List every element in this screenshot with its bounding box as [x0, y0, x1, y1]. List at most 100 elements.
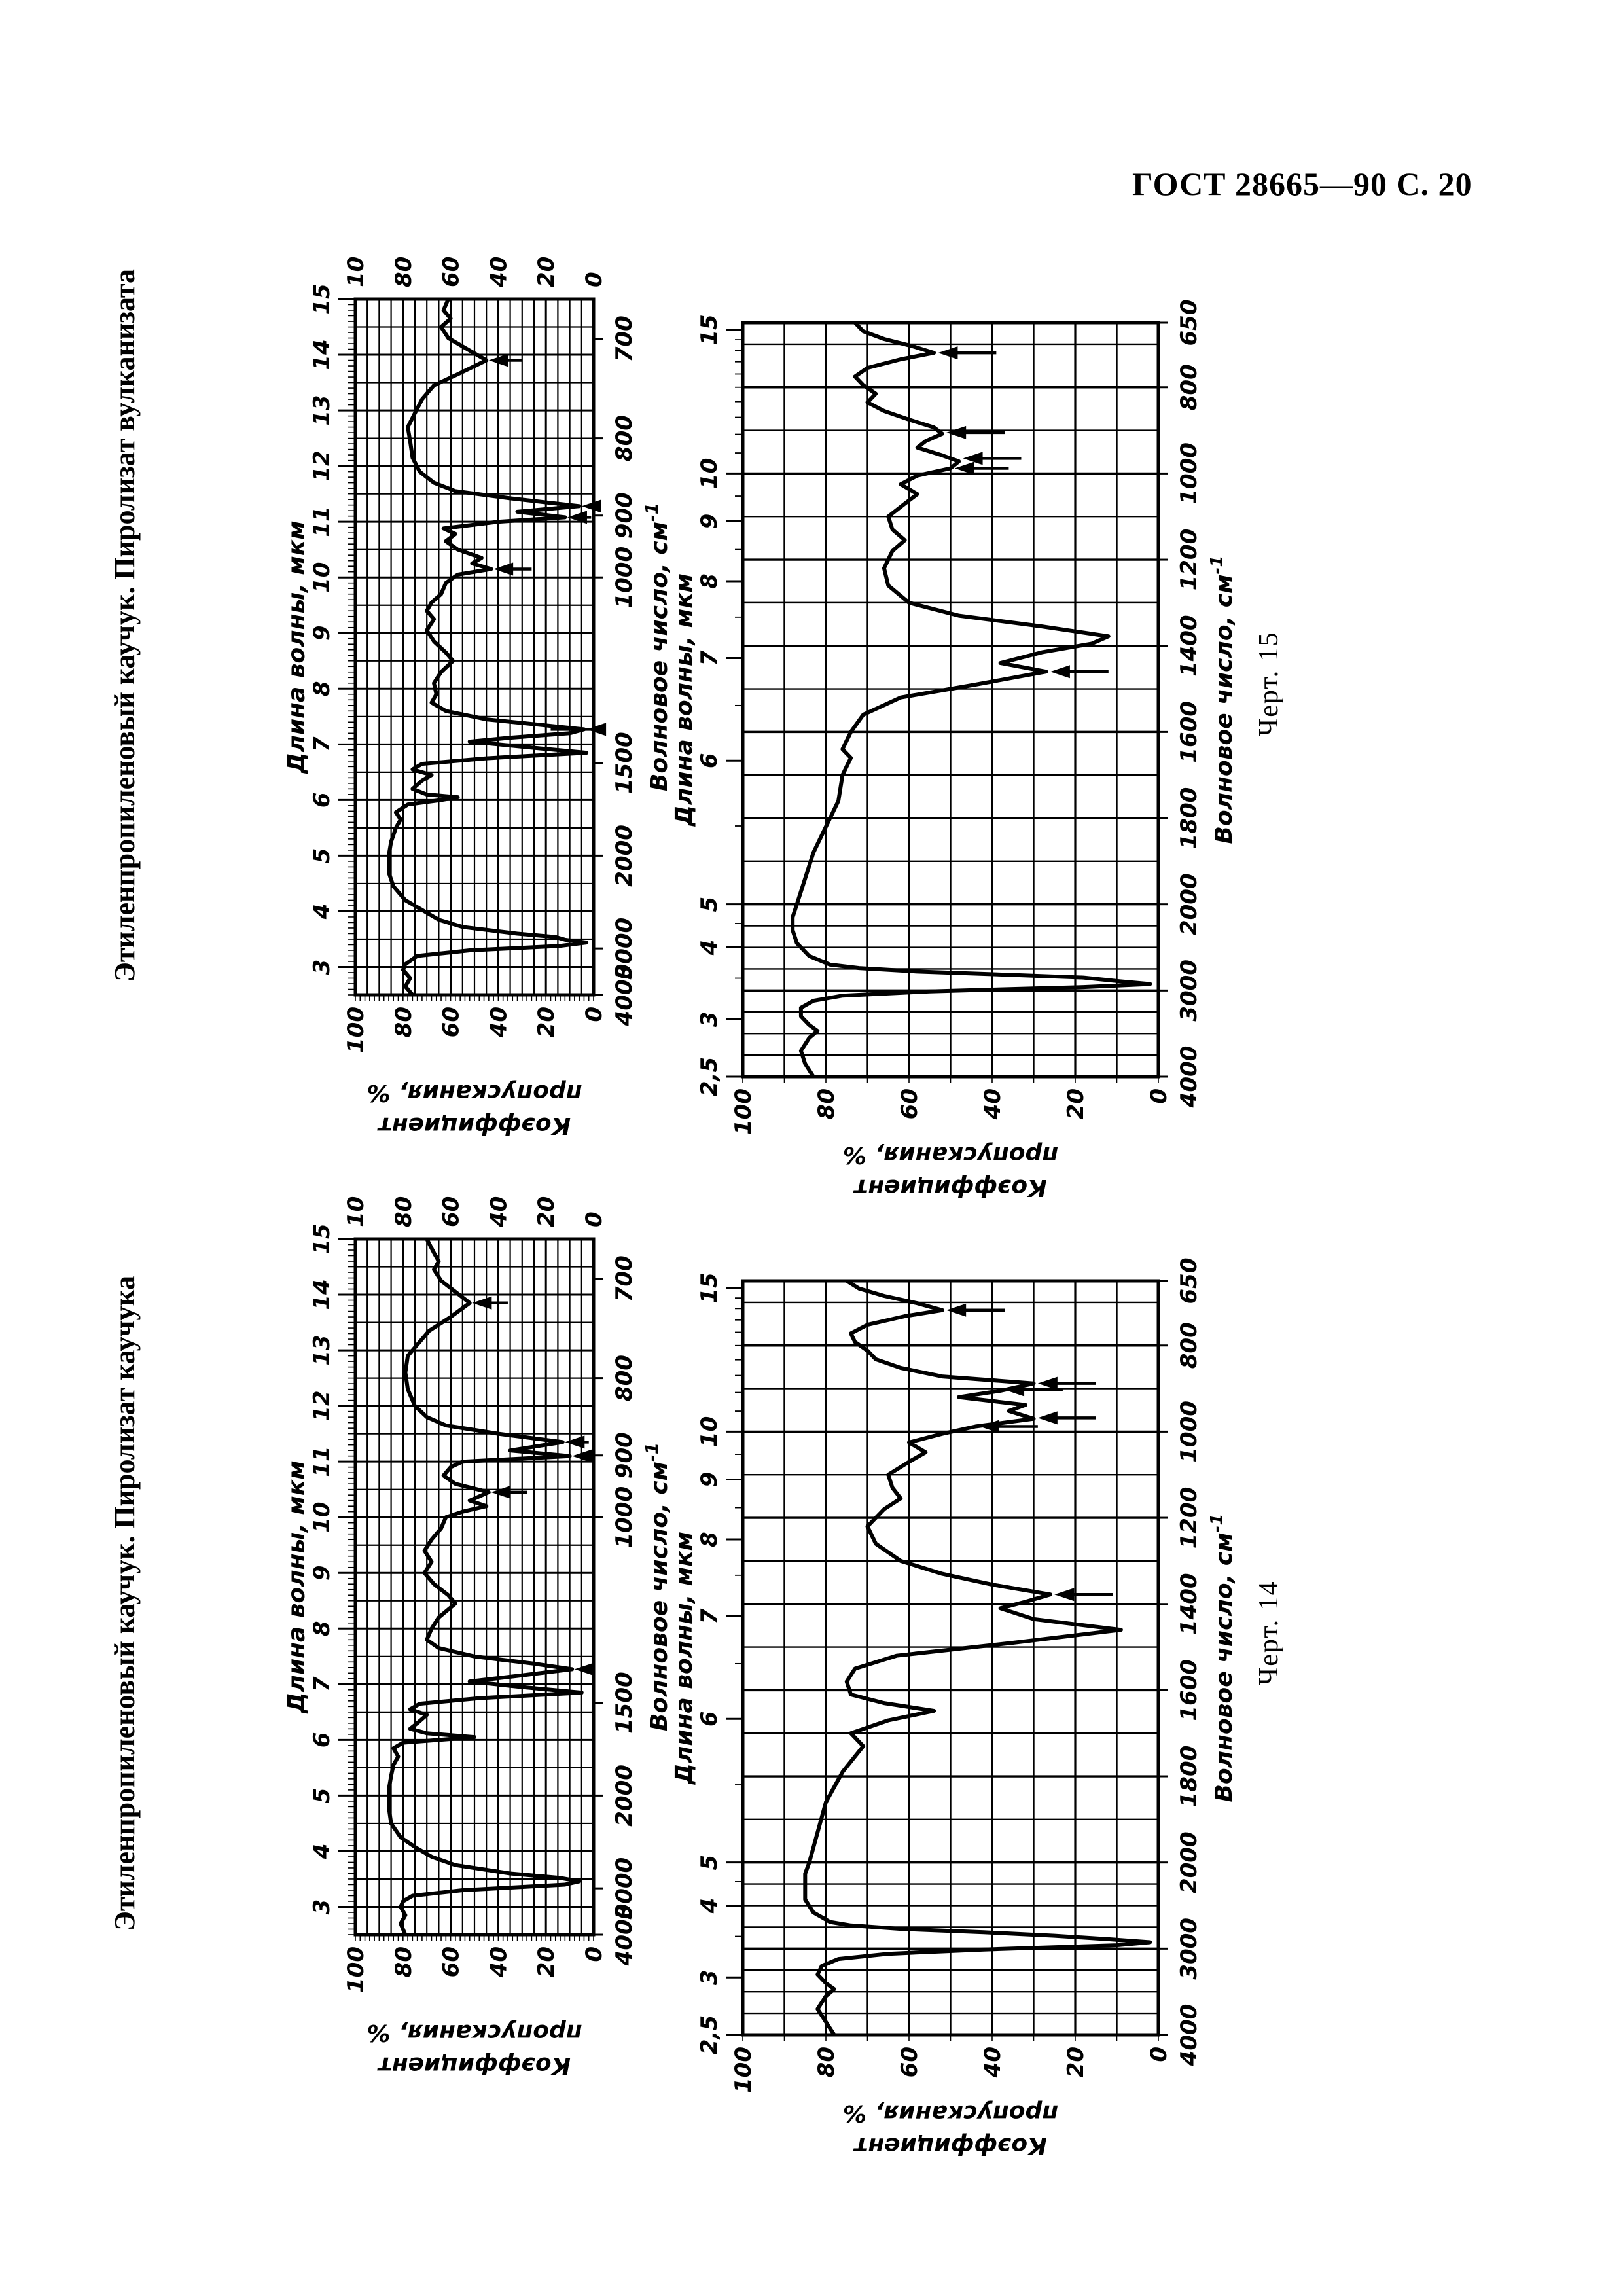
svg-text:4000: 4000	[1176, 1046, 1202, 1109]
chart-fig14-wavelength-canvas: 3 4 5 6 7 8 9 10 11 12 13 14 15 Длина волны, мкм 4000 3…	[280, 1181, 679, 2092]
svg-text:8: 8	[309, 1621, 335, 1636]
svg-text:1000: 1000	[611, 1486, 637, 1549]
svg-text:Длина волны, мкм: Длина волны, мкм	[283, 520, 310, 774]
svg-text:80: 80	[391, 1196, 417, 1227]
svg-text:9: 9	[696, 1472, 722, 1488]
spectrum-svg-1: 2,5 3 4 5 6 7 8 9 10 15 Длина волны, мкм 4000 3000 20…	[671, 300, 1238, 1201]
svg-text:2000: 2000	[1176, 1831, 1202, 1893]
svg-text:5: 5	[696, 897, 722, 912]
svg-text:1000: 1000	[1176, 442, 1202, 505]
svg-text:3000: 3000	[611, 918, 637, 980]
svg-text:20: 20	[1063, 1088, 1089, 1119]
chart-fig14-wavelength-scale: 3 4 5 6 7 8 9 10 11 12 13 14 15 Длина волны, мкм 4000 3…	[280, 1181, 679, 2092]
svg-text:1800: 1800	[1176, 787, 1202, 850]
svg-text:40: 40	[486, 257, 512, 288]
svg-text:80: 80	[391, 257, 417, 287]
svg-text:60: 60	[438, 1196, 465, 1227]
svg-text:60: 60	[438, 257, 465, 287]
svg-text:3: 3	[309, 1899, 335, 1915]
svg-text:60: 60	[897, 1088, 923, 1119]
svg-text:60: 60	[897, 2047, 923, 2077]
section-title-vulcanizate-pyrolyzate: Этиленпропиленовый каучук. Пиролизат вул…	[109, 268, 141, 982]
svg-text:800: 800	[611, 415, 637, 461]
svg-text:7: 7	[309, 1676, 335, 1692]
svg-text:2000: 2000	[611, 1765, 637, 1827]
svg-text:100: 100	[343, 257, 369, 287]
svg-text:6: 6	[309, 1732, 335, 1748]
chart-fig15-wavelength-scale: 3 4 5 6 7 8 9 10 11 12 13 14 15 Длина волны, мкм 4000 3…	[280, 241, 679, 1152]
svg-text:3000: 3000	[1176, 960, 1202, 1022]
svg-text:10: 10	[309, 1502, 335, 1533]
svg-text:0: 0	[581, 272, 607, 287]
svg-text:2000: 2000	[611, 825, 637, 887]
svg-text:3: 3	[696, 1011, 722, 1027]
svg-text:100: 100	[343, 1946, 369, 1993]
svg-text:650: 650	[1176, 1258, 1202, 1304]
svg-text:1400: 1400	[1176, 1573, 1202, 1635]
svg-text:Длина волны, мкм: Длина волны, мкм	[671, 1532, 698, 1785]
svg-text:20: 20	[533, 1946, 560, 1977]
svg-text:4000: 4000	[1176, 2004, 1202, 2067]
svg-text:2000: 2000	[1176, 873, 1202, 935]
svg-text:Волновое число, см-1: Волновое число, см-1	[1207, 1514, 1238, 1803]
chart-fig14-wavenumber-canvas: 2,5 3 4 5 6 7 8 9 10 15 Длина волны, мкм 4000 3000 20…	[668, 1255, 1240, 2172]
svg-text:40: 40	[486, 1007, 512, 1038]
svg-text:9: 9	[696, 514, 722, 529]
svg-text:8: 8	[309, 681, 335, 696]
svg-text:60: 60	[438, 1946, 465, 1977]
svg-text:15: 15	[696, 314, 722, 345]
svg-text:пропускания, %: пропускания, %	[843, 2100, 1058, 2126]
svg-text:60: 60	[438, 1007, 465, 1037]
svg-text:1600: 1600	[1176, 701, 1202, 763]
svg-text:5: 5	[309, 1788, 335, 1804]
svg-text:10: 10	[309, 562, 335, 593]
svg-text:9: 9	[309, 1565, 335, 1581]
svg-text:14: 14	[309, 1279, 335, 1310]
chart-fig14-wavenumber-scale: 2,5 3 4 5 6 7 8 9 10 15 Длина волны, мкм 4000 3000 20…	[668, 1255, 1240, 2172]
svg-text:20: 20	[533, 257, 560, 287]
svg-text:4: 4	[309, 1844, 335, 1860]
svg-text:1400: 1400	[1176, 615, 1202, 677]
svg-text:3: 3	[696, 1969, 722, 1985]
svg-text:0: 0	[581, 1211, 607, 1227]
svg-text:800: 800	[611, 1355, 637, 1401]
svg-text:900: 900	[611, 1432, 637, 1479]
svg-text:900: 900	[611, 492, 637, 539]
svg-text:80: 80	[813, 2047, 840, 2077]
svg-text:0: 0	[1146, 2047, 1172, 2062]
svg-text:40: 40	[486, 1946, 512, 1978]
svg-text:0: 0	[1146, 1088, 1172, 1104]
svg-text:Коэффициент: Коэффициент	[853, 1174, 1046, 1201]
svg-text:7: 7	[696, 1608, 722, 1624]
svg-text:40: 40	[980, 1088, 1006, 1120]
svg-text:6: 6	[309, 793, 335, 808]
svg-text:100: 100	[343, 1007, 369, 1053]
svg-text:Коэффициент: Коэффициент	[377, 2052, 571, 2079]
svg-text:1000: 1000	[1176, 1401, 1202, 1463]
figure-caption-15: Черт. 15	[1254, 631, 1284, 736]
svg-text:2,5: 2,5	[696, 2015, 722, 2054]
svg-text:800: 800	[1176, 1322, 1202, 1369]
svg-text:5: 5	[696, 1855, 722, 1871]
svg-text:700: 700	[611, 1255, 637, 1302]
svg-text:7: 7	[696, 650, 722, 666]
svg-text:1800: 1800	[1176, 1746, 1202, 1808]
svg-text:40: 40	[980, 2047, 1006, 2078]
chart-fig15-wavelength-canvas: 3 4 5 6 7 8 9 10 11 12 13 14 15 Длина волны, мкм 4000 3…	[280, 241, 679, 1152]
svg-text:Волновое число, см-1: Волновое число, см-1	[643, 1443, 673, 1731]
svg-text:9: 9	[309, 625, 335, 641]
svg-text:80: 80	[391, 1946, 417, 1977]
svg-text:4: 4	[696, 1898, 722, 1914]
svg-text:10: 10	[696, 1416, 722, 1447]
chart-fig15-wavenumber-scale: 2,5 3 4 5 6 7 8 9 10 15 Длина волны, мкм 4000 3000 20…	[668, 296, 1240, 1214]
svg-text:13: 13	[309, 395, 335, 425]
svg-text:Волновое число, см-1: Волновое число, см-1	[1207, 556, 1238, 844]
svg-text:0: 0	[581, 1007, 607, 1022]
svg-text:700: 700	[611, 315, 637, 362]
svg-text:4: 4	[309, 904, 335, 920]
svg-text:15: 15	[309, 1223, 335, 1254]
svg-text:80: 80	[813, 1088, 840, 1119]
svg-text:4000: 4000	[611, 1904, 637, 1967]
svg-text:1500: 1500	[611, 1672, 637, 1734]
